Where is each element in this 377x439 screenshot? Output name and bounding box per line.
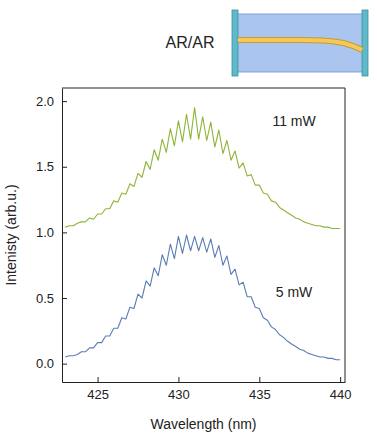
x-tick-mark — [178, 377, 179, 382]
y-tick: 1.0 — [36, 225, 67, 240]
y-tick-label: 0.0 — [36, 356, 54, 371]
y-tick: 0.0 — [36, 356, 67, 371]
y-tick-mark — [62, 298, 67, 299]
x-axis: 425 430 435 440 — [63, 377, 352, 402]
axis-line — [62, 89, 63, 383]
series-group — [65, 108, 340, 360]
y-axis-title: Intenisty (arb.u.) — [3, 184, 19, 285]
inset-facet-left — [232, 10, 238, 76]
y-axis: 0.0 0.5 1.0 1.5 2.0 — [36, 89, 67, 383]
y-tick-label: 2.0 — [36, 94, 54, 109]
x-tick-mark — [259, 377, 260, 382]
y-tick: 2.0 — [36, 94, 67, 109]
inset-waveguide — [238, 40, 362, 50]
plot-area: 425 430 435 440 0.0 0.5 1.0 1.5 2.0 11 mW 5 mW — [36, 88, 352, 402]
chart-container: 425 430 435 440 0.0 0.5 1.0 1.5 2.0 11 mW 5 mW Wave… — [0, 0, 377, 439]
inset-waveguide-edge — [238, 40, 362, 50]
y-tick: 0.5 — [36, 291, 67, 306]
x-tick-mark — [98, 377, 99, 382]
chart-svg: 425 430 435 440 0.0 0.5 1.0 1.5 2.0 11 mW 5 mW Wave… — [0, 0, 377, 439]
series-label: 11 mW — [272, 113, 316, 129]
x-tick: 440 — [330, 377, 352, 402]
inset-chip — [236, 14, 364, 72]
series-label: 5 mW — [276, 284, 313, 300]
frame-right — [345, 88, 346, 382]
axis-line — [63, 382, 346, 383]
x-tick-mark — [340, 377, 341, 382]
inset-label: AR/AR — [166, 34, 215, 51]
x-tick-label: 435 — [249, 387, 271, 402]
x-tick-label: 425 — [87, 387, 109, 402]
y-tick-label: 0.5 — [36, 291, 54, 306]
spectrum-line — [65, 235, 340, 360]
x-tick-label: 440 — [330, 387, 352, 402]
y-tick: 1.5 — [36, 159, 67, 174]
inset-facet-right — [362, 10, 368, 76]
x-tick: 425 — [87, 377, 109, 402]
frame-top — [62, 88, 345, 89]
x-tick-label: 430 — [168, 387, 190, 402]
x-axis-title: Wavelength (nm) — [150, 416, 256, 432]
y-tick-label: 1.5 — [36, 159, 54, 174]
inset-diagram — [232, 10, 368, 76]
y-tick-mark — [62, 232, 67, 233]
y-tick-mark — [62, 101, 67, 102]
x-tick: 430 — [168, 377, 190, 402]
x-tick: 435 — [249, 377, 271, 402]
y-tick-mark — [62, 167, 67, 168]
spectrum-line — [65, 108, 340, 229]
y-tick-mark — [62, 364, 67, 365]
y-tick-label: 1.0 — [36, 225, 54, 240]
